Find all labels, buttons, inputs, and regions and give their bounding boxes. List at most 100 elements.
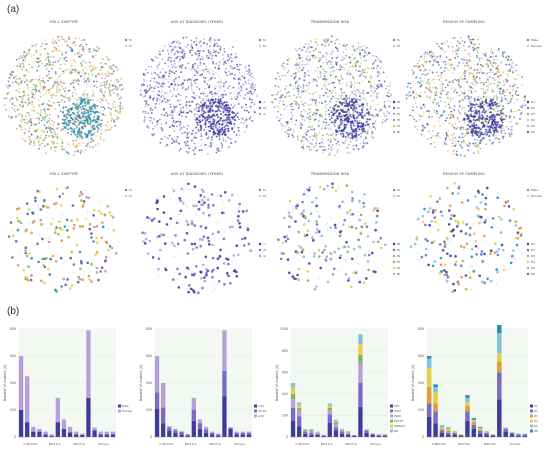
network-node	[488, 76, 491, 79]
network-node	[212, 122, 215, 125]
network-node	[179, 55, 182, 58]
network-node	[14, 239, 18, 243]
network-node	[20, 80, 23, 82]
network-node	[252, 87, 254, 89]
network-node	[232, 269, 236, 273]
network-node	[22, 268, 26, 272]
network-node	[25, 52, 28, 55]
network-node	[292, 136, 295, 138]
network-node	[432, 130, 434, 132]
network-node	[330, 98, 333, 100]
network-node	[441, 42, 443, 45]
network-node	[302, 115, 305, 118]
network-node	[143, 232, 147, 235]
network-node	[414, 125, 417, 128]
network-node	[345, 84, 348, 87]
network-title-age-top: AGE AT DIAGNOSIS (YEARS)	[170, 20, 224, 24]
network-node	[433, 81, 435, 84]
network-title-risk-top: TRANSMISSION RISK	[310, 20, 350, 24]
network-node	[100, 77, 103, 80]
network-node	[154, 55, 157, 58]
network-node	[23, 94, 25, 96]
network-node	[334, 121, 337, 124]
network-node	[245, 126, 248, 129]
network-node	[342, 135, 344, 138]
network-node	[304, 110, 307, 113]
network-node	[39, 208, 43, 211]
network-node	[301, 49, 304, 51]
network-node	[170, 111, 173, 114]
network-node	[157, 86, 160, 89]
network-node	[355, 136, 358, 139]
network-node	[231, 72, 233, 75]
network-node	[295, 58, 298, 61]
network-node	[46, 62, 48, 65]
network-node	[444, 63, 447, 66]
network-node	[282, 68, 285, 71]
network-node	[55, 41, 58, 44]
network-node	[47, 59, 50, 62]
network-node	[477, 136, 480, 139]
network-node	[93, 225, 96, 229]
network-cluster-outline	[160, 78, 176, 94]
network-node	[449, 99, 452, 102]
network-node	[148, 65, 150, 68]
network-node	[350, 128, 353, 131]
network-node	[231, 193, 234, 197]
network-node	[447, 114, 450, 116]
network-node	[454, 78, 456, 81]
network-node	[170, 70, 173, 73]
network-node	[27, 98, 30, 101]
network-node	[19, 113, 22, 115]
network-node	[360, 122, 363, 125]
network-node	[95, 80, 98, 83]
network-node	[472, 152, 475, 154]
network-node	[25, 112, 27, 115]
network-node	[501, 90, 504, 93]
network-node	[65, 56, 67, 59]
network-node	[180, 70, 183, 73]
network-node	[166, 143, 169, 146]
network-node	[330, 115, 333, 117]
network-node	[330, 111, 333, 114]
network-node	[163, 114, 166, 116]
network-node	[80, 54, 83, 56]
network-node	[426, 87, 428, 90]
network-node	[169, 217, 172, 220]
network-node	[245, 82, 247, 85]
network-node	[70, 108, 73, 111]
network-node	[312, 134, 315, 137]
network-node	[97, 278, 100, 282]
network-node	[71, 95, 74, 97]
network-node	[294, 123, 296, 126]
network-node	[295, 102, 297, 105]
network-node	[189, 49, 191, 52]
network-node	[183, 50, 185, 52]
network-node	[422, 135, 425, 137]
network-node	[52, 136, 54, 139]
network-node	[20, 95, 23, 98]
network-node	[358, 105, 361, 108]
network-node	[156, 68, 159, 70]
network-node	[498, 47, 500, 50]
network-node	[107, 102, 110, 105]
network-node	[468, 89, 470, 92]
network-node	[201, 58, 204, 60]
network-node	[195, 103, 197, 106]
network-node	[103, 107, 106, 110]
network-node	[435, 60, 437, 63]
network-node	[199, 40, 202, 43]
network-node	[290, 128, 292, 130]
network-node	[224, 140, 227, 143]
network-node	[352, 128, 355, 131]
network-node	[326, 132, 328, 135]
network-node	[86, 96, 89, 99]
network-node	[412, 91, 415, 94]
network-node	[111, 68, 114, 71]
network-node	[355, 92, 357, 95]
network-node	[324, 100, 327, 103]
network-node	[446, 92, 449, 95]
network-node	[333, 107, 336, 110]
network-node	[193, 142, 196, 145]
network-node	[490, 82, 493, 85]
